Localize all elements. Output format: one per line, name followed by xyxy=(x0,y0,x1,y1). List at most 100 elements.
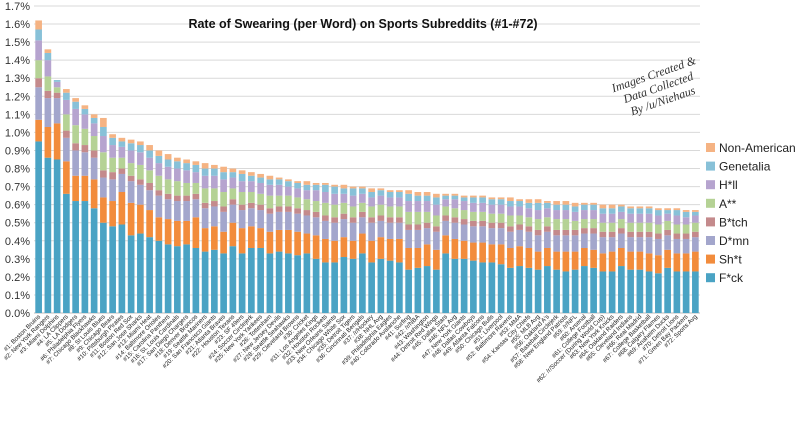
bar-segment xyxy=(155,175,163,191)
bar-segment xyxy=(655,233,662,239)
bar-segment xyxy=(340,193,348,203)
bar-segment xyxy=(359,233,366,254)
bar-segment xyxy=(479,202,486,212)
bar-segment xyxy=(340,188,348,194)
bar-segment xyxy=(303,184,311,191)
bar-segment xyxy=(359,186,366,189)
bar-segment xyxy=(470,211,477,221)
bar-segment xyxy=(405,193,412,202)
bar-segment xyxy=(285,211,292,230)
bar-segment xyxy=(534,235,542,252)
bar-segment xyxy=(599,213,607,223)
bar-segment xyxy=(331,184,338,187)
bar-segment xyxy=(618,211,625,220)
bar-segment xyxy=(266,213,274,232)
legend-swatch xyxy=(706,180,715,190)
bar-segment xyxy=(340,213,348,220)
bar-segment xyxy=(470,242,477,261)
bar-segment xyxy=(294,255,301,313)
bar-segment xyxy=(664,267,671,313)
bar-segment xyxy=(266,208,274,214)
bar-segment xyxy=(571,235,579,252)
bar-segment xyxy=(414,192,422,196)
bar-segment xyxy=(534,229,542,236)
bar-segment xyxy=(63,99,70,115)
bar-segment xyxy=(553,229,560,236)
bar-segment xyxy=(266,253,274,313)
bar-segment xyxy=(581,266,588,313)
bar-segment xyxy=(155,155,163,164)
bar-segment xyxy=(442,235,449,254)
bar-segment xyxy=(451,199,459,209)
bar-segment xyxy=(118,137,126,142)
bar-segment xyxy=(248,181,255,193)
bar-segment xyxy=(673,224,681,234)
bar-segment xyxy=(349,195,357,207)
bar-segment xyxy=(692,210,699,212)
bar-segment xyxy=(303,233,311,254)
bar-segment xyxy=(451,195,459,200)
bar-segment xyxy=(331,217,338,223)
bar-segment xyxy=(627,231,634,238)
y-tick-label: 1.0% xyxy=(5,127,30,139)
bar-segment xyxy=(137,184,144,205)
y-tick-label: 0.8% xyxy=(5,164,30,176)
bar-segment xyxy=(423,228,431,245)
y-tick-label: 1.7% xyxy=(5,1,30,13)
bar-segment xyxy=(655,210,662,216)
bar-segment xyxy=(525,208,533,218)
bar-segment xyxy=(673,233,681,239)
bar-segment xyxy=(599,222,607,232)
bar-segment xyxy=(257,193,264,205)
bar-segment xyxy=(608,204,616,209)
bar-segment xyxy=(497,228,505,245)
bar-segment xyxy=(571,220,579,230)
bar-segment xyxy=(377,195,385,205)
bar-segment xyxy=(109,134,116,138)
bar-segment xyxy=(599,231,607,238)
bar-segment xyxy=(35,40,42,61)
bar-segment xyxy=(377,188,385,191)
bar-segment xyxy=(618,219,625,229)
bar-segment xyxy=(433,269,440,313)
legend-swatch xyxy=(706,254,715,264)
bar-segment xyxy=(627,222,634,232)
bar-segment xyxy=(433,231,440,250)
bar-segment xyxy=(312,235,320,259)
bar-segment xyxy=(63,114,70,131)
bar-segment xyxy=(266,175,274,180)
bar-segment xyxy=(645,271,653,313)
bar-segment xyxy=(303,199,311,211)
bar-segment xyxy=(516,201,523,207)
bar-segment xyxy=(516,206,523,216)
bar-segment xyxy=(618,228,625,234)
bar-segment xyxy=(405,201,412,212)
bar-segment xyxy=(590,228,597,234)
bar-segment xyxy=(118,141,126,147)
bar-segment xyxy=(599,208,607,214)
bar-segment xyxy=(553,269,560,313)
bar-segment xyxy=(423,192,431,196)
bar-segment xyxy=(544,208,551,218)
bar-segment xyxy=(525,226,533,232)
bar-segment xyxy=(72,125,79,144)
bar-segment xyxy=(442,220,449,236)
bar-segment xyxy=(44,90,52,99)
bar-segment xyxy=(118,157,126,169)
legend-label: A** xyxy=(719,197,737,211)
bar-segment xyxy=(183,170,190,183)
bar-segment xyxy=(100,136,107,153)
bar-segment xyxy=(479,262,486,313)
bar-segment xyxy=(377,215,385,221)
bar-segment xyxy=(257,228,264,248)
bar-segment xyxy=(275,177,283,180)
legend-label: H*ll xyxy=(719,178,738,192)
bar-segment xyxy=(349,206,357,218)
bar-segment xyxy=(127,181,135,203)
bar-segment xyxy=(266,195,274,209)
bar-segment xyxy=(201,251,209,313)
bar-segment xyxy=(599,237,607,254)
bar-segment xyxy=(442,195,449,200)
bar-segment xyxy=(507,247,514,268)
bar-segment xyxy=(146,150,153,158)
